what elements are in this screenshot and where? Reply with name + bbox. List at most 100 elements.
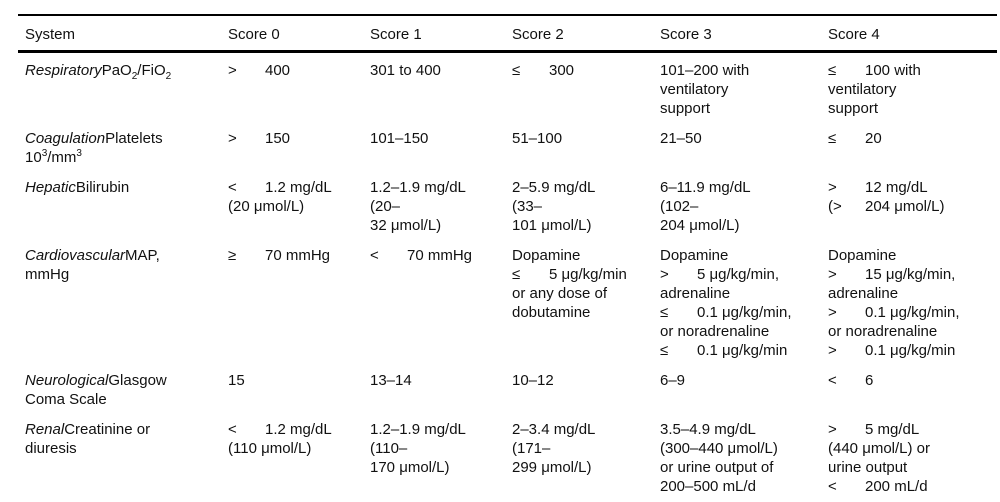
system-name: Respiratory	[25, 62, 102, 79]
cell-line: ≤0.1 μg/kg/min,	[660, 303, 826, 322]
cell-line: 21–50	[660, 129, 826, 148]
cell-line: ≥70 mmHg	[228, 246, 368, 265]
cell-value: 150	[265, 130, 291, 147]
cell-value: 20	[865, 130, 882, 147]
cell-line: 101–150	[370, 129, 510, 148]
cell-line: (300–440 μmol/L)	[660, 439, 826, 458]
cell-value: 70 mmHg	[407, 247, 473, 264]
cell-line: >400	[228, 61, 368, 80]
system-name: Coagulation	[25, 130, 106, 147]
cell-value: 1.2 mg/dL	[265, 179, 332, 196]
system-parameter: Bilirubin	[75, 179, 130, 196]
cell-value: 0.1 μg/kg/min	[697, 342, 788, 359]
cell-line: (33–	[512, 197, 658, 216]
cell-value: adrenaline	[660, 285, 731, 302]
cell-line: >0.1 μg/kg/min	[828, 341, 995, 360]
cell-value: (440 μmol/L) or	[828, 440, 931, 457]
cell-value: 170 μmol/L)	[370, 459, 450, 476]
score-0-cell: <1.2 mg/dL (20 μmol/L)	[228, 173, 370, 241]
system-supscript: 3	[76, 148, 82, 159]
comparison-operator: ≤	[828, 130, 837, 147]
comparison-operator: <	[828, 478, 837, 495]
system-name: Cardiovascular	[25, 247, 126, 264]
cell-value: 6–9	[660, 372, 686, 389]
score-table-container: System Score 0 Score 1 Score 2 Score 3 S…	[18, 14, 997, 502]
system-parameter: PaO	[101, 62, 132, 79]
cell-value: Dopamine	[828, 247, 897, 264]
cell-value: 0.1 μg/kg/min	[865, 342, 956, 359]
cell-value: 300	[549, 62, 575, 79]
cell-value: Dopamine	[660, 247, 729, 264]
cell-line: 15	[228, 371, 368, 390]
system-name: Hepatic	[25, 179, 76, 196]
comparison-operator: ≤	[512, 62, 521, 79]
system-parameter: MAP, mmHg	[25, 247, 160, 283]
score-2-cell: 51–100	[512, 124, 660, 173]
cell-value: support	[828, 100, 879, 117]
cell-line: <70 mmHg	[370, 246, 510, 265]
table-row: CardiovascularMAP, mmHg ≥70 mmHg <70 mmHg D…	[18, 241, 997, 366]
score-1-cell: <70 mmHg	[370, 241, 512, 366]
column-header-score-1: Score 1	[370, 26, 422, 43]
cell-line: 32 μmol/L)	[370, 216, 510, 235]
column-header-score-4: Score 4	[828, 26, 880, 43]
system-cell: HepaticBilirubin	[18, 173, 228, 241]
cell-value: or urine output of	[660, 459, 774, 476]
table-body: RespiratoryPaO2/FiO2 >400 301 to 400 ≤300 10…	[18, 52, 997, 502]
cell-value: ventilatory	[660, 81, 729, 98]
cell-value: 13–14	[370, 372, 412, 389]
cell-value: 51–100	[512, 130, 563, 147]
cell-line: ≤300	[512, 61, 658, 80]
cell-line: urine output	[828, 458, 995, 477]
cell-line: 2–5.9 mg/dL	[512, 178, 658, 197]
system-parameter: Platelets 10	[25, 130, 163, 166]
system-subscript: 2	[131, 71, 138, 82]
cell-line: dobutamine	[512, 303, 658, 322]
cell-line: 301 to 400	[370, 61, 510, 80]
cell-value: 21–50	[660, 130, 702, 147]
cell-line: adrenaline	[660, 284, 826, 303]
comparison-operator: >	[828, 421, 837, 438]
cell-line: 3.5–4.9 mg/dL	[660, 420, 826, 439]
comparison-operator: >	[828, 179, 837, 196]
score-3-cell: 6–11.9 mg/dL (102– 204 μmol/L)	[660, 173, 828, 241]
cell-line: ≤5 μg/kg/min	[512, 265, 658, 284]
score-2-cell: 2–5.9 mg/dL (33– 101 μmol/L)	[512, 173, 660, 241]
cell-value: dobutamine	[512, 304, 591, 321]
cell-line: <200 mL/d	[828, 477, 995, 496]
cell-value: or noradrenaline	[828, 323, 938, 340]
score-3-cell: 3.5–4.9 mg/dL (300–440 μmol/L) or urine ou…	[660, 415, 828, 502]
cell-value: 301 to 400	[370, 62, 441, 79]
cell-line: 101–200 with	[660, 61, 826, 80]
system-supscript: 3	[41, 148, 48, 159]
cell-value: 70 mmHg	[265, 247, 331, 264]
cell-value: 5 μg/kg/min,	[697, 266, 780, 283]
system-subscript: 2	[165, 71, 172, 82]
cell-value: (20 μmol/L)	[228, 198, 305, 215]
cell-value: Dopamine	[512, 247, 581, 264]
cell-line: Dopamine	[660, 246, 826, 265]
score-2-cell: ≤300	[512, 52, 660, 125]
cell-value: 0.1 μg/kg/min,	[865, 304, 960, 321]
system-name: Renal	[25, 421, 65, 438]
cell-line: >5 μg/kg/min,	[660, 265, 826, 284]
cell-line: 10–12	[512, 371, 658, 390]
cell-value: 400	[265, 62, 291, 79]
system-name: Neurological	[25, 372, 109, 389]
cell-line: 2–3.4 mg/dL	[512, 420, 658, 439]
comparison-operator: ≥	[228, 247, 237, 264]
cell-value: 100 with	[865, 62, 921, 79]
cell-value: 1.2–1.9 mg/dL	[370, 179, 466, 196]
cell-value: (33–	[512, 198, 543, 215]
cell-line: adrenaline	[828, 284, 995, 303]
system-parameter: Creatinine or diuresis	[25, 421, 151, 457]
score-4-cell: <6	[828, 366, 997, 415]
score-2-cell: Dopamine ≤5 μg/kg/min or any dose of dobuta…	[512, 241, 660, 366]
comparison-operator: (>	[828, 198, 842, 215]
score-1-cell: 101–150	[370, 124, 512, 173]
cell-value: (20–	[370, 198, 401, 215]
cell-line: (110 μmol/L)	[228, 439, 368, 458]
cell-line: or urine output of	[660, 458, 826, 477]
cell-line: Dopamine	[828, 246, 995, 265]
comparison-operator: >	[228, 130, 237, 147]
